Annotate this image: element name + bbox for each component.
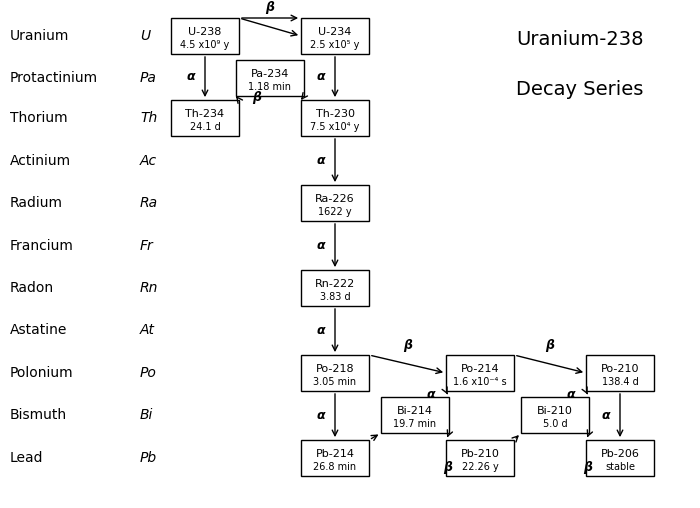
Text: Uranium-238: Uranium-238 (517, 30, 644, 49)
Bar (301, 270, 369, 306)
Text: Lead: Lead (10, 451, 43, 465)
Text: Polonium: Polonium (10, 366, 74, 380)
Text: 1622 y: 1622 y (318, 207, 352, 217)
Text: α: α (316, 154, 326, 167)
Text: 24.1 d: 24.1 d (190, 122, 220, 132)
Text: Bi-210: Bi-210 (537, 406, 573, 416)
Text: 26.8 min: 26.8 min (314, 462, 356, 472)
Text: Ra: Ra (140, 196, 158, 210)
Text: Fr: Fr (140, 239, 154, 253)
Text: Pa: Pa (140, 71, 157, 85)
Bar (381, 397, 449, 433)
Text: β: β (265, 2, 274, 15)
Text: Bi-214: Bi-214 (397, 406, 433, 416)
Text: Astatine: Astatine (10, 323, 67, 337)
Text: Th-230: Th-230 (316, 109, 354, 119)
Text: β: β (403, 338, 412, 352)
Text: α: α (427, 388, 435, 400)
Bar (521, 397, 589, 433)
Bar (301, 185, 369, 221)
Text: Radium: Radium (10, 196, 63, 210)
Text: α: α (316, 71, 326, 83)
Text: Ac: Ac (140, 154, 157, 168)
Text: Po: Po (140, 366, 157, 380)
Text: 19.7 min: 19.7 min (393, 419, 437, 429)
Text: Po-218: Po-218 (316, 364, 354, 374)
Text: β: β (583, 461, 592, 474)
Text: 1.6 x10⁻⁴ s: 1.6 x10⁻⁴ s (453, 377, 507, 387)
Text: 7.5 x10⁴ y: 7.5 x10⁴ y (310, 122, 360, 132)
Text: β: β (253, 91, 262, 105)
Text: Pb-214: Pb-214 (316, 449, 354, 459)
Text: stable: stable (605, 462, 635, 472)
Text: Po-214: Po-214 (461, 364, 499, 374)
Text: Po-210: Po-210 (601, 364, 639, 374)
Text: α: α (567, 388, 575, 400)
Text: α: α (316, 409, 326, 422)
Bar (586, 355, 654, 391)
Text: U-234: U-234 (318, 27, 351, 37)
Bar (236, 60, 304, 96)
Bar (446, 355, 514, 391)
Text: 138.4 d: 138.4 d (601, 377, 638, 387)
Bar (301, 355, 369, 391)
Bar (301, 100, 369, 136)
Text: Ra-226: Ra-226 (315, 194, 355, 204)
Text: Rn: Rn (140, 281, 158, 295)
Text: Uranium: Uranium (10, 29, 69, 43)
Text: α: α (187, 71, 195, 83)
Text: 3.05 min: 3.05 min (314, 377, 356, 387)
Text: U-238: U-238 (188, 27, 222, 37)
Text: Thorium: Thorium (10, 111, 68, 125)
Text: 2.5 x10⁵ y: 2.5 x10⁵ y (310, 40, 360, 50)
Text: Th-234: Th-234 (186, 109, 225, 119)
Bar (301, 440, 369, 476)
Text: Francium: Francium (10, 239, 74, 253)
Text: Pb-210: Pb-210 (461, 449, 499, 459)
Bar (301, 18, 369, 54)
Text: Actinium: Actinium (10, 154, 71, 168)
Text: 22.26 y: 22.26 y (461, 462, 498, 472)
Text: β: β (443, 461, 452, 474)
Text: β: β (545, 338, 554, 352)
Text: 5.0 d: 5.0 d (542, 419, 567, 429)
Bar (586, 440, 654, 476)
Text: Rn-222: Rn-222 (315, 279, 355, 289)
Bar (171, 100, 239, 136)
Text: Bismuth: Bismuth (10, 408, 67, 422)
Text: Bi: Bi (140, 408, 153, 422)
Text: 4.5 x10⁹ y: 4.5 x10⁹ y (181, 40, 230, 50)
Text: At: At (140, 323, 155, 337)
Text: Radon: Radon (10, 281, 54, 295)
Text: 3.83 d: 3.83 d (320, 292, 350, 302)
Text: Th: Th (140, 111, 158, 125)
Bar (446, 440, 514, 476)
Text: Decay Series: Decay Series (517, 80, 644, 99)
Text: Pb: Pb (140, 451, 157, 465)
Text: α: α (602, 409, 610, 422)
Text: Pa-234: Pa-234 (251, 69, 289, 79)
Text: Pb-206: Pb-206 (601, 449, 639, 459)
Text: Protactinium: Protactinium (10, 71, 98, 85)
Text: α: α (316, 239, 326, 252)
Bar (171, 18, 239, 54)
Text: U: U (140, 29, 150, 43)
Text: α: α (316, 324, 326, 337)
Text: 1.18 min: 1.18 min (248, 82, 291, 92)
